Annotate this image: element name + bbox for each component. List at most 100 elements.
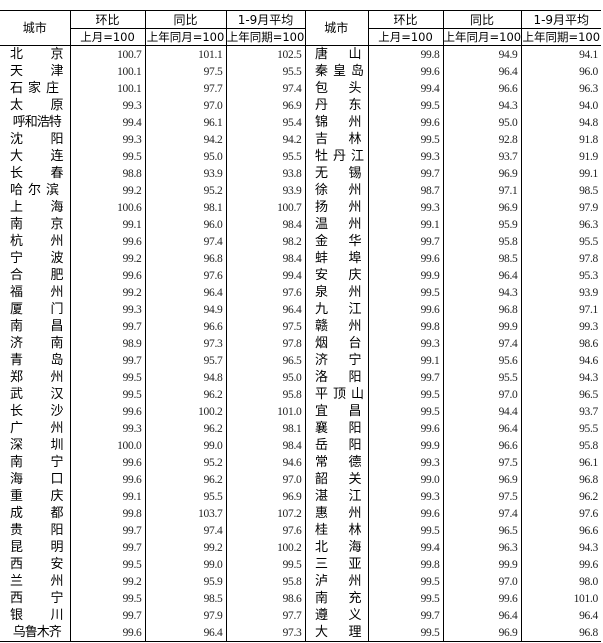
yoy-value: 95.0 xyxy=(145,148,227,165)
avg-value: 97.4 xyxy=(226,80,306,97)
table-row: 吉林 99.5 92.8 91.8 xyxy=(305,131,601,148)
city-cell: 泸州 xyxy=(305,573,369,590)
avg-value: 99.5 xyxy=(226,556,306,573)
city-name-char: 明 xyxy=(50,539,64,555)
table-row: 青岛 99.7 95.7 96.5 xyxy=(0,352,306,369)
yoy-value: 94.3 xyxy=(443,284,522,301)
city-name-char: 广 xyxy=(10,420,24,436)
yoy-value: 100.2 xyxy=(145,403,227,420)
city-cell: 秦皇岛 xyxy=(305,63,369,80)
avg-value: 98.4 xyxy=(226,216,306,233)
avg-value: 95.4 xyxy=(226,114,306,131)
city-name-char: 江 xyxy=(348,488,362,504)
avg-value: 98.2 xyxy=(226,233,306,250)
city-name-char: 岛 xyxy=(50,352,64,368)
mom-value: 99.7 xyxy=(70,539,146,556)
table-row: 南京 99.1 96.0 98.4 xyxy=(0,216,306,233)
mom-value: 99.7 xyxy=(70,318,146,335)
avg-value: 96.9 xyxy=(226,97,306,114)
table-row: 郑州 99.5 94.8 95.0 xyxy=(0,369,306,386)
mom-value: 99.1 xyxy=(70,488,146,505)
yoy-value: 97.7 xyxy=(145,80,227,97)
yoy-value: 96.4 xyxy=(443,63,522,80)
city-cell: 乌鲁木齐 xyxy=(0,624,71,642)
mom-value: 99.8 xyxy=(70,505,146,522)
city-cell: 丹东 xyxy=(305,97,369,114)
city-name: 惠州 xyxy=(315,506,362,522)
mom-value: 99.6 xyxy=(70,233,146,250)
mom-value: 99.5 xyxy=(368,573,444,590)
city-cell: 银川 xyxy=(0,607,71,624)
avg-value: 98.6 xyxy=(579,337,598,350)
price-index-table-right: 城市 环比 同比 1-9月平均 上月=100 上年同月=100 上年同期=100… xyxy=(305,10,601,642)
mom-value: 99.5 xyxy=(70,556,146,573)
avg-value: 99.4 xyxy=(226,267,306,284)
yoy-value: 96.4 xyxy=(145,284,227,301)
mom-value: 99.3 xyxy=(70,131,146,148)
city-name-char: 南 xyxy=(50,335,64,351)
city-name-char: 江 xyxy=(348,301,362,317)
city-name-char: 西 xyxy=(10,556,24,572)
yoy-value: 96.2 xyxy=(145,420,227,437)
table-row: 杭州 99.6 97.4 98.2 xyxy=(0,233,306,250)
avg-value: 96.0 xyxy=(579,65,598,78)
avg-value: 98.1 xyxy=(226,420,306,437)
city-name-char: 亚 xyxy=(348,556,362,572)
city-name: 兰州 xyxy=(10,574,64,590)
avg-value: 98.0 xyxy=(579,575,598,588)
city-name: 泉州 xyxy=(315,285,362,301)
city-cell: 长沙 xyxy=(0,403,71,420)
avg-value: 96.8 xyxy=(521,624,601,642)
city-name: 福州 xyxy=(10,285,64,301)
city-cell: 呼和浩特 xyxy=(0,114,71,131)
mom-value: 99.3 xyxy=(368,335,444,352)
city-name-char: 贵 xyxy=(10,522,24,538)
city-name-char: 阳 xyxy=(348,437,362,453)
avg-value: 94.0 xyxy=(579,99,598,112)
yoy-value: 94.9 xyxy=(443,45,522,63)
mom-value: 99.3 xyxy=(368,488,444,505)
mom-value: 99.5 xyxy=(70,590,146,607)
mom-value: 100.1 xyxy=(70,63,146,80)
mom-value: 99.6 xyxy=(368,114,444,131)
city-cell: 太原 xyxy=(0,97,71,114)
city-cell: 杭州 xyxy=(0,233,71,250)
city-name-char: 庆 xyxy=(348,267,362,283)
table-row: 兰州 99.2 95.9 95.8 xyxy=(0,573,306,590)
avg-value: 100.2 xyxy=(226,539,306,556)
mom-value: 99.2 xyxy=(70,573,146,590)
city-name: 北京 xyxy=(10,47,64,63)
mom-value: 99.7 xyxy=(368,165,444,182)
table-row: 西宁 99.5 98.5 98.6 xyxy=(0,590,306,607)
mom-value: 99.1 xyxy=(368,216,444,233)
city-name-char: 洛 xyxy=(315,369,329,385)
city-cell: 兰州 xyxy=(0,573,71,590)
table-row: 惠州 99.6 97.4 97.6 xyxy=(305,505,601,522)
city-name-char: 济 xyxy=(10,335,24,351)
city-name: 合肥 xyxy=(10,268,64,284)
table-row: 广州 99.3 96.2 98.1 xyxy=(0,420,306,437)
city-name-char: 南 xyxy=(10,318,24,334)
mom-value: 99.1 xyxy=(70,216,146,233)
price-index-table-left: 城市 环比 同比 1-9月平均 上月=100 上年同月=100 上年同期=100… xyxy=(0,10,306,642)
mom-value: 99.5 xyxy=(368,624,444,642)
city-name-char: 湛 xyxy=(315,488,329,504)
city-name-char: 丹 xyxy=(315,97,329,113)
city-cell: 徐州 xyxy=(305,182,369,199)
city-cell: 安庆 xyxy=(305,267,369,284)
city-name: 西安 xyxy=(10,557,64,573)
city-name-char: 理 xyxy=(348,624,362,640)
avg-value: 94.2 xyxy=(226,131,306,148)
mom-value: 99.6 xyxy=(368,420,444,437)
avg-value: 97.6 xyxy=(579,507,598,520)
city-name-char: 金 xyxy=(315,233,329,249)
yoy-value: 99.0 xyxy=(145,556,227,573)
city-name-char: 太 xyxy=(10,97,24,113)
yoy-value: 95.9 xyxy=(145,573,227,590)
city-cell: 包头 xyxy=(305,80,369,97)
city-name: 洛阳 xyxy=(315,370,362,386)
avg-value: 97.0 xyxy=(226,471,306,488)
mom-value: 100.1 xyxy=(70,80,146,97)
mom-value: 99.5 xyxy=(70,386,146,403)
city-cell: 金华 xyxy=(305,233,369,250)
